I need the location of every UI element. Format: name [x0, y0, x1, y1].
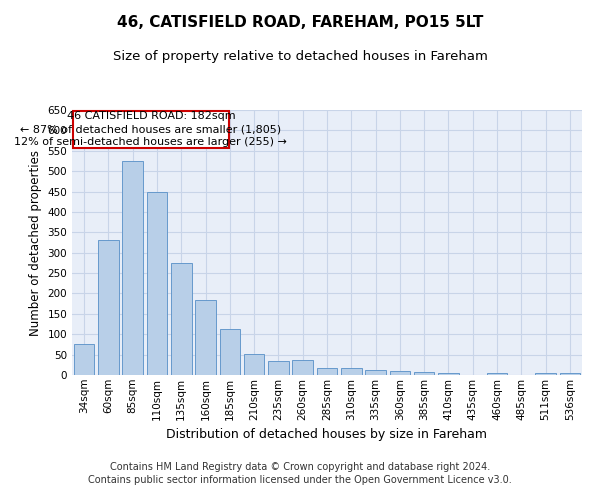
Y-axis label: Number of detached properties: Number of detached properties [29, 150, 42, 336]
Text: 12% of semi-detached houses are larger (255) →: 12% of semi-detached houses are larger (… [14, 137, 287, 147]
Bar [74, 344, 94, 375]
Text: Contains public sector information licensed under the Open Government Licence v3: Contains public sector information licen… [88, 475, 512, 485]
Text: ← 87% of detached houses are smaller (1,805): ← 87% of detached houses are smaller (1,… [20, 124, 281, 134]
Bar [438, 372, 459, 375]
Bar [220, 329, 240, 375]
Bar [171, 263, 191, 375]
Bar [535, 373, 556, 375]
Bar [487, 373, 508, 375]
Bar [268, 360, 289, 375]
Text: 46, CATISFIELD ROAD, FAREHAM, PO15 5LT: 46, CATISFIELD ROAD, FAREHAM, PO15 5LT [117, 15, 483, 30]
Bar [122, 161, 143, 375]
Bar [292, 360, 313, 375]
Bar [389, 372, 410, 375]
Bar [317, 368, 337, 375]
Text: Size of property relative to detached houses in Fareham: Size of property relative to detached ho… [113, 50, 487, 63]
Bar [244, 354, 265, 375]
Bar [98, 240, 119, 375]
FancyBboxPatch shape [73, 111, 229, 148]
Bar [414, 372, 434, 375]
Bar [560, 373, 580, 375]
Bar [341, 368, 362, 375]
Bar [146, 192, 167, 375]
Bar [365, 370, 386, 375]
Bar [195, 300, 216, 375]
X-axis label: Distribution of detached houses by size in Fareham: Distribution of detached houses by size … [167, 428, 487, 441]
Text: Contains HM Land Registry data © Crown copyright and database right 2024.: Contains HM Land Registry data © Crown c… [110, 462, 490, 472]
Text: 46 CATISFIELD ROAD: 182sqm: 46 CATISFIELD ROAD: 182sqm [67, 112, 235, 122]
